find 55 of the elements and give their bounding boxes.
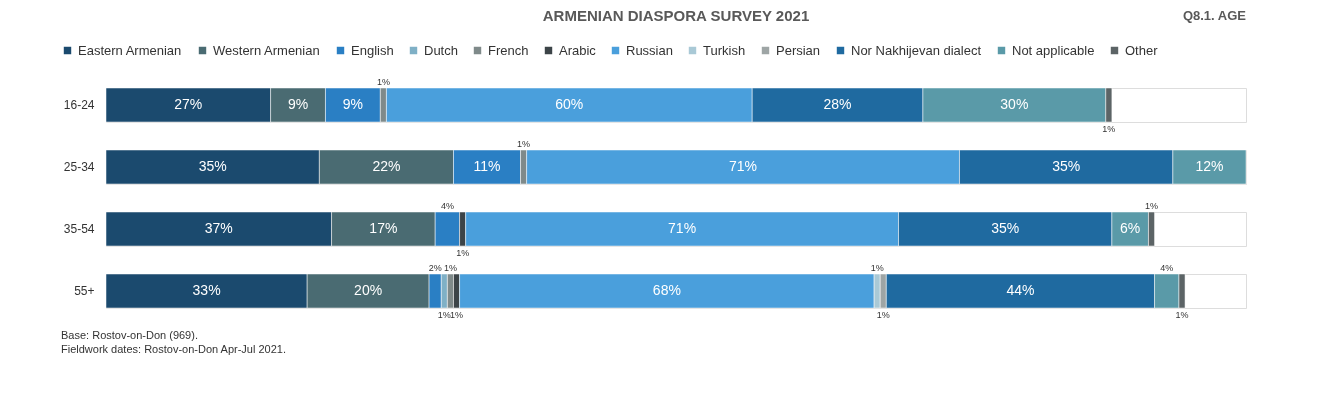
legend-label: Persian	[776, 42, 821, 58]
data-label: 4%	[1160, 263, 1174, 273]
legend-label: Arabic	[559, 42, 597, 58]
data-label: 1%	[376, 77, 390, 87]
legend-label: Eastern Armenian	[78, 42, 182, 58]
text: Fieldwork dates: Rostov-on-Don Apr-Jul 2021.	[61, 343, 286, 355]
data-label: 9%	[342, 96, 364, 112]
legend-label: Western Armenian	[213, 42, 320, 58]
data-label: 68%	[652, 282, 681, 298]
text: Base: Rostov-on-Don (969).	[61, 329, 198, 341]
data-label: 60%	[555, 96, 584, 112]
data-label: 1%	[443, 263, 457, 273]
data-label: 4%	[440, 201, 454, 211]
legend-label: Nor Nakhijevan dialect	[851, 42, 982, 58]
data-label: 71%	[729, 158, 758, 174]
data-label: 30%	[1000, 96, 1029, 112]
y-tick-label: 25-34	[63, 160, 95, 174]
data-label: 1%	[456, 248, 470, 258]
data-label: 1%	[517, 139, 531, 149]
data-label: 1%	[1102, 124, 1116, 134]
data-label: 35%	[198, 158, 227, 174]
data-label: 22%	[372, 158, 401, 174]
data-label: 37%	[204, 220, 233, 236]
legend-label: English	[351, 42, 394, 58]
data-label: 27%	[174, 96, 203, 112]
legend-label: Not applicable	[1012, 42, 1095, 58]
data-label: 44%	[1006, 282, 1035, 298]
chart-subtitle: Q8.1. AGE	[1182, 8, 1247, 23]
data-label: 9%	[287, 96, 309, 112]
data-label: 35%	[991, 220, 1020, 236]
data-label: 71%	[668, 220, 697, 236]
data-label: 11%	[473, 158, 501, 174]
data-label: 6%	[1120, 220, 1141, 236]
data-label: 1%	[876, 310, 890, 320]
data-label: 1%	[1175, 310, 1189, 320]
legend-label: Dutch	[424, 42, 458, 58]
data-label: 1%	[437, 310, 451, 320]
legend-label: Russian	[626, 42, 673, 58]
data-label: 33%	[192, 282, 221, 298]
legend-label: Other	[1125, 42, 1159, 58]
data-label: 17%	[369, 220, 398, 236]
data-label: 12%	[1195, 158, 1224, 174]
data-label: 2%	[428, 263, 442, 273]
y-tick-label: 35-54	[63, 222, 95, 236]
legend-label: Turkish	[703, 42, 746, 58]
data-label: 1%	[1145, 201, 1159, 211]
data-label: 1%	[450, 310, 464, 320]
y-tick-label: 55+	[74, 284, 95, 298]
data-label: 20%	[354, 282, 383, 298]
legend-label: French	[488, 42, 529, 58]
y-tick-label: 16-24	[63, 98, 95, 112]
chart-title: ARMENIAN DIASPORA SURVEY 2021	[542, 7, 810, 24]
data-label: 1%	[870, 263, 884, 273]
data-label: 35%	[1052, 158, 1081, 174]
data-label: 28%	[823, 96, 852, 112]
